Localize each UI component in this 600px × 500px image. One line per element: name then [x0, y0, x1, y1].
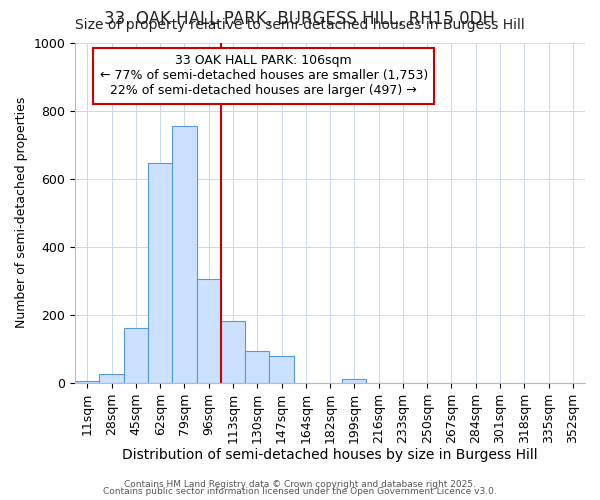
Text: Size of property relative to semi-detached houses in Burgess Hill: Size of property relative to semi-detach… [75, 18, 525, 32]
Text: Contains HM Land Registry data © Crown copyright and database right 2025.: Contains HM Land Registry data © Crown c… [124, 480, 476, 489]
Bar [197, 279, 221, 382]
Bar [269, 356, 293, 382]
Bar [221, 322, 245, 382]
Text: Contains public sector information licensed under the Open Government Licence v3: Contains public sector information licen… [103, 487, 497, 496]
Bar [75, 381, 100, 382]
X-axis label: Distribution of semi-detached houses by size in Burgess Hill: Distribution of semi-detached houses by … [122, 448, 538, 462]
Bar [172, 126, 197, 382]
Bar [342, 378, 367, 382]
Bar [124, 328, 148, 382]
Y-axis label: Number of semi-detached properties: Number of semi-detached properties [15, 97, 28, 328]
Bar [245, 352, 269, 382]
Text: 33 OAK HALL PARK: 106sqm
← 77% of semi-detached houses are smaller (1,753)
22% o: 33 OAK HALL PARK: 106sqm ← 77% of semi-d… [100, 54, 428, 98]
Bar [100, 374, 124, 382]
Bar [148, 164, 172, 382]
Text: 33, OAK HALL PARK, BURGESS HILL, RH15 0DH: 33, OAK HALL PARK, BURGESS HILL, RH15 0D… [104, 10, 496, 28]
